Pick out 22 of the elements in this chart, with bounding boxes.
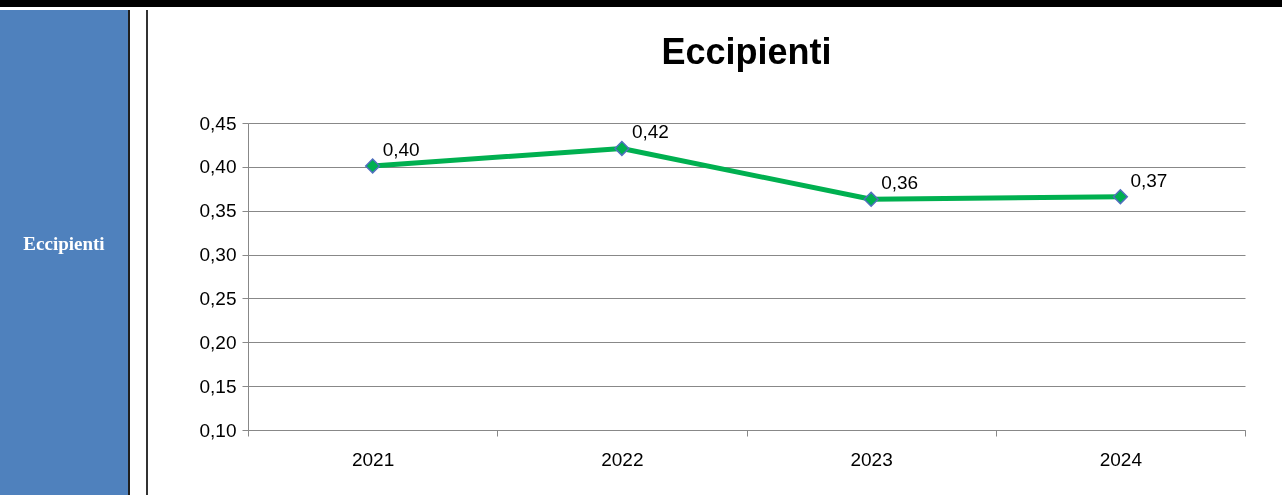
data-label: 0,37: [1130, 169, 1168, 191]
x-tick-label: 2024: [1099, 448, 1143, 470]
data-label: 0,42: [631, 121, 669, 143]
y-tick-label: 0,20: [199, 331, 237, 353]
x-tick-label: 2021: [351, 448, 395, 470]
y-tick-label: 0,25: [199, 287, 237, 309]
y-tick-label: 0,45: [199, 112, 237, 134]
y-tick-label: 0,15: [199, 375, 237, 397]
y-tick-label: 0,10: [199, 419, 237, 441]
point: [863, 191, 879, 207]
data-label: 0,36: [881, 172, 919, 194]
y-tick-label: 0,40: [199, 156, 237, 178]
text: Eccipienti: [22, 232, 106, 256]
x-tick-label: 2023: [850, 448, 893, 470]
y-tick-label: 0,30: [199, 244, 237, 266]
y-tick-label: 0,35: [199, 200, 237, 222]
point: [364, 158, 381, 174]
x-tick-label: 2022: [601, 448, 644, 470]
point: [1112, 189, 1129, 205]
point: [614, 140, 630, 157]
data-label: 0,40: [382, 138, 420, 160]
chart-title: Eccipienti: [661, 31, 832, 72]
